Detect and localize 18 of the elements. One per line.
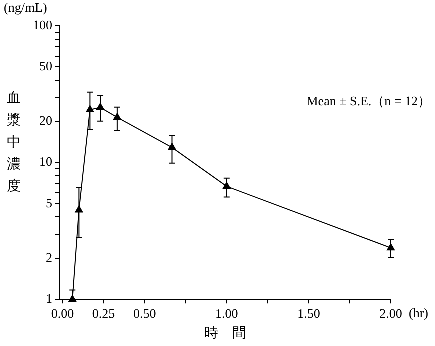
x-tick-label: 0.00 <box>51 306 74 321</box>
annotation: Mean ± S.E.（n = 12） <box>306 93 431 108</box>
y-tick-label: 1 <box>46 291 52 306</box>
y-tick-label: 100 <box>33 17 52 32</box>
y-tick-label: 20 <box>40 113 52 128</box>
text: (hr) <box>409 306 428 321</box>
y-tick-label: 50 <box>40 58 52 74</box>
x-tick-label: 1.00 <box>216 306 238 321</box>
text: (ng/mL) <box>4 0 48 15</box>
x-axis-title: 時 間 <box>204 325 246 342</box>
x-tick-label: 1.50 <box>298 306 320 321</box>
y-tick-label: 10 <box>40 154 52 170</box>
y-tick-label: 5 <box>46 195 52 210</box>
y-axis-title: 血漿中濃度 <box>7 90 21 194</box>
y-tick-label: 2 <box>46 250 52 265</box>
x-tick-label: 2.00 <box>380 306 402 321</box>
x-tick-label: 0.50 <box>133 306 156 321</box>
x-tick-label: 0.25 <box>92 306 116 321</box>
